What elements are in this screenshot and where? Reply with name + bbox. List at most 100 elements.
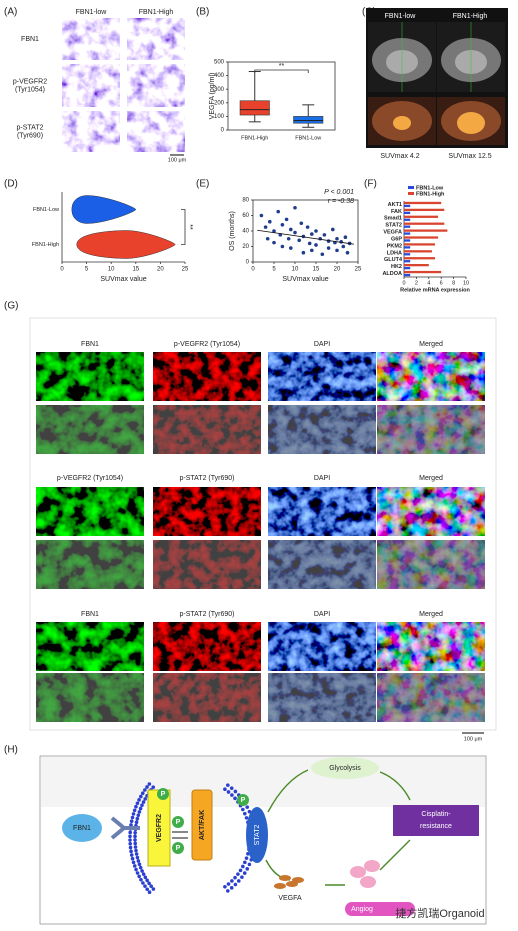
panel-label: (A) [4, 7, 17, 18]
x-tick-label: 10 [108, 267, 115, 273]
membrane-lipid [236, 872, 240, 876]
membrane-lipid [226, 790, 231, 794]
bar [404, 243, 435, 246]
membrane-lipid [128, 838, 132, 842]
bar [404, 260, 411, 263]
membrane-lipid [128, 830, 132, 835]
fluorescence-image [153, 405, 261, 454]
x-tick-label: 6 [440, 280, 443, 286]
row-label: (Tyr1054) [15, 86, 45, 93]
membrane-lipid [229, 886, 234, 890]
node-label: VEGFR2 [156, 814, 163, 842]
x-tick-label: 25 [355, 267, 362, 273]
membrane-lipid [244, 816, 249, 820]
fluorescence-image [36, 352, 144, 401]
membrane-lipid [141, 881, 145, 885]
bar [404, 218, 411, 221]
fit-line [257, 229, 354, 245]
point [286, 236, 291, 241]
watermark: 捷方凯瑞Organoid [395, 906, 484, 920]
membrane-lipid [226, 882, 231, 886]
membrane-lipid [131, 860, 136, 865]
phospho [237, 794, 249, 806]
node-label: P [176, 819, 181, 826]
x-tick-label: 20 [334, 267, 341, 273]
bar [404, 204, 411, 208]
y-tick-label: 300 [214, 87, 225, 93]
membrane-lipid [145, 785, 149, 789]
membrane-lipid [140, 791, 145, 796]
column-header: DAPI [314, 475, 330, 482]
fluorescence-image [268, 622, 376, 671]
membrane-lipid [245, 867, 250, 871]
stat2-node [246, 807, 268, 863]
membrane-lipid [132, 808, 137, 813]
x-tick-label: 20 [157, 267, 164, 273]
x-tick-label: FBN1-High [241, 135, 268, 141]
column-header: p-VEGFR2 (Tyr1054) [57, 475, 123, 482]
node-label: Cisplatin- [421, 811, 451, 818]
receptor [110, 816, 140, 840]
bar [404, 222, 445, 225]
x-tick-label: 0 [60, 267, 64, 273]
membrane-lipid [133, 838, 137, 842]
fluorescence-image [36, 673, 144, 722]
point [301, 250, 306, 255]
y-tick-label: 20 [242, 244, 249, 250]
point [268, 219, 272, 224]
image-backing [377, 540, 485, 589]
membrane-lipid [141, 800, 146, 804]
membrane-lipid [241, 807, 245, 812]
image-backing [153, 405, 261, 454]
annotation: ** [279, 63, 285, 70]
membrane-lipid [137, 810, 142, 814]
membrane-lipid [134, 820, 139, 825]
column-header: DAPI [314, 611, 330, 618]
membrane-lipid [131, 812, 136, 816]
membrane-lipid [244, 856, 249, 860]
content: (A)(B)(C)(D)(E)(F)(G)(H)FBN1-lowFBN1-Hig… [4, 7, 508, 925]
membrane-lipid [223, 787, 227, 791]
fluorescence-image [268, 352, 376, 401]
fluorescence-image [377, 540, 485, 589]
membrane-lipid [143, 788, 147, 792]
membrane-lipid [243, 811, 247, 816]
membrane-lipid [137, 862, 142, 867]
membrane-lipid [129, 849, 133, 854]
node-label: Glycolysis [329, 765, 361, 772]
x-tick-label: FBN1-Low [295, 135, 321, 141]
legend-label: FBN1-Low [416, 185, 444, 191]
point [272, 240, 276, 245]
membrane-lipid [226, 783, 230, 787]
vegfa-bound [360, 876, 376, 888]
vegfa-molecule [274, 883, 286, 889]
membrane-lipid [137, 798, 141, 802]
vegfa-bound [350, 866, 366, 878]
significance-bracket [254, 69, 309, 73]
membrane-lipid [147, 782, 152, 786]
x-tick-label: 10 [463, 280, 469, 286]
membrane-lipid [141, 872, 146, 876]
node-label: VEGFA [278, 895, 302, 902]
membrane-lipid [240, 875, 244, 879]
micrograph [127, 18, 185, 60]
fluorescence-image [268, 487, 376, 536]
node-label: P [241, 797, 246, 804]
membrane-lipid [134, 852, 139, 856]
membrane-lipid [135, 871, 140, 875]
fluorescence-image [377, 487, 485, 536]
fluorescence-image [36, 405, 144, 454]
membrane-lipid [233, 789, 238, 794]
membrane-lipid [143, 884, 147, 888]
column-header: FBN1-High [139, 9, 174, 16]
membrane-lipid [130, 815, 135, 820]
membrane-lipid [145, 878, 149, 883]
vegfa-bound [364, 860, 380, 872]
pet-uptake [457, 112, 485, 134]
point [305, 225, 310, 229]
pet-uptake [393, 116, 411, 130]
point [310, 232, 314, 236]
panel-label: (F) [364, 179, 377, 190]
point [343, 235, 348, 239]
